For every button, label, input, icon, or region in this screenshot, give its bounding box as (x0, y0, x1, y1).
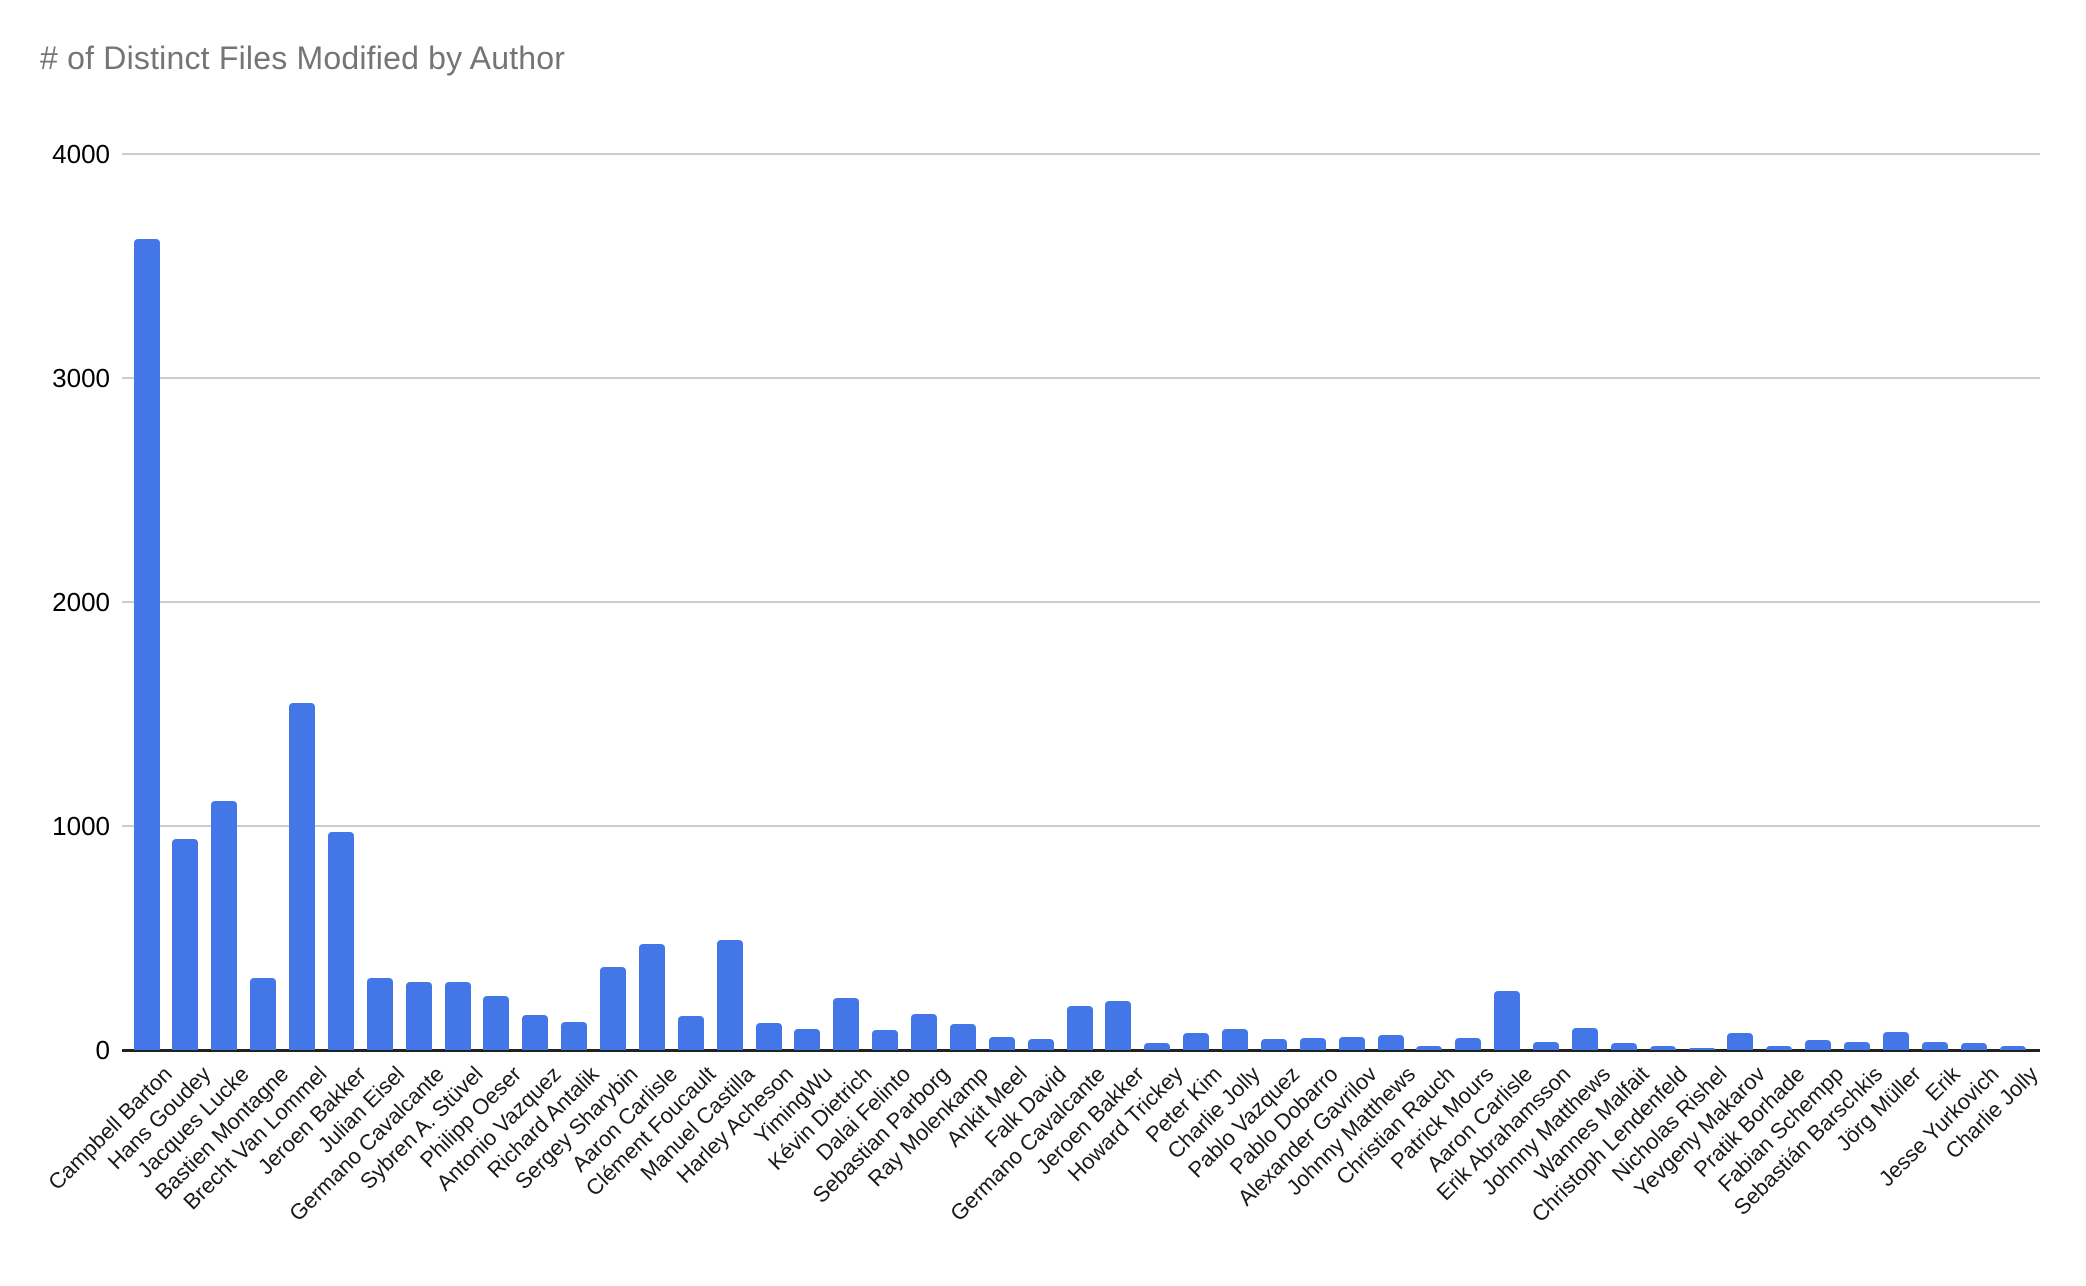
bar (1455, 1037, 1482, 1050)
bar (794, 1028, 821, 1050)
bar (1999, 1045, 2026, 1050)
bar (1260, 1038, 1287, 1050)
bar (327, 831, 354, 1050)
gridline (122, 153, 2040, 155)
gridline (122, 377, 2040, 379)
bar (1299, 1037, 1326, 1050)
bar (600, 967, 626, 1050)
bar (289, 702, 315, 1050)
bar (405, 981, 432, 1050)
y-axis-tick-label: 4000 (52, 139, 110, 169)
bar (1533, 1042, 1559, 1050)
y-axis-tick-label: 2000 (52, 587, 110, 617)
bar (1610, 1043, 1637, 1050)
bar (833, 998, 860, 1050)
x-axis-baseline (122, 1049, 2040, 1052)
bar (172, 839, 199, 1050)
bar (988, 1036, 1015, 1050)
bar (1144, 1043, 1171, 1050)
bar (1377, 1035, 1404, 1050)
gridline (122, 825, 2040, 827)
bar (1027, 1038, 1054, 1050)
bar (949, 1024, 976, 1050)
bar (366, 978, 393, 1050)
bar (911, 1014, 937, 1050)
bar (211, 801, 238, 1050)
bar (638, 943, 665, 1050)
bar (1183, 1033, 1210, 1050)
bar (1688, 1047, 1715, 1050)
bar (1805, 1039, 1832, 1050)
chart-title: # of Distinct Files Modified by Author (40, 40, 566, 76)
bar (1844, 1042, 1870, 1050)
bar (1066, 1006, 1093, 1050)
bar (1727, 1033, 1754, 1050)
bar (522, 1015, 549, 1050)
bar (1960, 1043, 1987, 1050)
bar (1571, 1027, 1598, 1050)
gridline (122, 601, 2040, 603)
bar (250, 978, 277, 1050)
bar (1416, 1045, 1443, 1050)
y-axis-tick-label: 1000 (52, 811, 110, 841)
bar (483, 996, 510, 1050)
bar (1105, 1000, 1132, 1050)
bar (444, 981, 471, 1050)
bar (1882, 1032, 1909, 1050)
bar (872, 1029, 899, 1050)
bar (755, 1023, 782, 1050)
bar (1338, 1036, 1365, 1050)
y-axis-tick-label: 0 (95, 1035, 110, 1065)
bar (677, 1016, 704, 1050)
bar (1494, 990, 1521, 1050)
bar (561, 1022, 588, 1050)
bar (1766, 1045, 1793, 1050)
bar (1222, 1028, 1248, 1050)
bar (716, 940, 743, 1050)
bar (133, 239, 160, 1050)
bar (1921, 1042, 1948, 1050)
bar (1649, 1045, 1676, 1050)
y-axis-tick-label: 3000 (52, 363, 110, 393)
